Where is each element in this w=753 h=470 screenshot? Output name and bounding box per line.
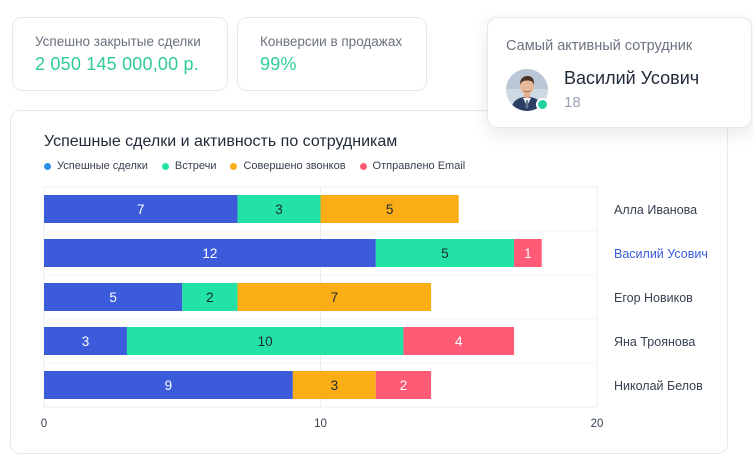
bar-segment bbox=[44, 195, 238, 223]
bar-value-label: 2 bbox=[400, 378, 408, 393]
legend-dot bbox=[230, 162, 238, 170]
kpi-label: Конверсии в продажах bbox=[260, 34, 403, 49]
card-title: Самый активный сотрудник bbox=[506, 38, 693, 54]
bar-segment bbox=[320, 195, 459, 223]
bar-segment bbox=[237, 195, 321, 223]
legend-label: Совершено звонков bbox=[243, 160, 346, 172]
bar-segment bbox=[44, 371, 293, 399]
bar-value-label: 7 bbox=[331, 290, 339, 305]
bar-segment bbox=[182, 283, 238, 311]
online-status-indicator bbox=[536, 98, 549, 111]
legend-item[interactable]: Встречи bbox=[161, 160, 217, 172]
bar-segment bbox=[126, 327, 404, 355]
legend-dot bbox=[359, 162, 367, 170]
bar-segment bbox=[375, 371, 432, 399]
bar-value-label: 1 bbox=[524, 246, 532, 261]
chart-title: Успешные сделки и активность по сотрудни… bbox=[44, 133, 398, 150]
legend-item[interactable]: Отправлено Email bbox=[359, 160, 466, 172]
user-avatar-icon bbox=[506, 69, 548, 111]
bar-segment bbox=[403, 327, 515, 355]
bar-value-label: 2 bbox=[206, 290, 214, 305]
legend-item[interactable]: Совершено звонков bbox=[230, 160, 346, 172]
bar-segment bbox=[514, 239, 542, 267]
employee-name: Василий Усович bbox=[564, 68, 700, 88]
kpi-card-conversion: Конверсии в продажах 99% bbox=[237, 17, 427, 91]
stacked-bar-chart: 0 10 20 7 3 5 Алла Иванова 12 5 1 Василий Усович 5 2… bbox=[41, 186, 708, 430]
kpi-value: 2 050 145 000,00 р. bbox=[35, 54, 199, 74]
x-tick-label: 20 bbox=[591, 418, 604, 430]
chart-legend: Успешные сделки Встречи Совершено звонко… bbox=[44, 160, 465, 172]
legend-label: Встречи bbox=[174, 160, 217, 172]
chart-card: Успешные сделки и активность по сотрудни… bbox=[10, 110, 728, 454]
bar-value-label: 12 bbox=[202, 246, 217, 261]
bar-segment bbox=[375, 239, 515, 267]
bar-value-label: 3 bbox=[331, 378, 339, 393]
bar-value-label: 10 bbox=[258, 334, 273, 349]
x-tick-label: 0 bbox=[41, 418, 47, 430]
category-label: Василий Усович bbox=[614, 247, 708, 261]
bar-segment bbox=[44, 239, 376, 267]
bar-segment bbox=[292, 371, 376, 399]
bar-value-label: 5 bbox=[109, 290, 117, 305]
bar-segment bbox=[44, 283, 183, 311]
avatar bbox=[506, 69, 548, 111]
x-tick-label: 10 bbox=[314, 418, 327, 430]
category-label: Николай Белов bbox=[614, 379, 703, 393]
bar-value-label: 9 bbox=[165, 378, 173, 393]
legend-dot bbox=[161, 162, 169, 170]
legend-label: Успешные сделки bbox=[57, 160, 148, 172]
category-label: Егор Новиков bbox=[614, 291, 693, 305]
bar-segment bbox=[44, 327, 127, 355]
bar-value-label: 5 bbox=[441, 246, 449, 261]
bar-value-label: 3 bbox=[82, 334, 90, 349]
bar-value-label: 4 bbox=[455, 334, 463, 349]
most-active-employee-card[interactable]: Самый активный сотрудник Василий Усович … bbox=[487, 17, 752, 128]
legend-label: Отправлено Email bbox=[372, 160, 466, 172]
legend-dot bbox=[44, 162, 51, 170]
legend-item[interactable]: Успешные сделки bbox=[44, 160, 148, 172]
category-label: Яна Троянова bbox=[614, 335, 695, 349]
bar-value-label: 7 bbox=[137, 202, 145, 217]
kpi-label: Успешно закрытые сделки bbox=[35, 34, 201, 49]
bar-value-label: 5 bbox=[386, 202, 394, 217]
bar-value-label: 3 bbox=[275, 202, 283, 217]
bar-segment bbox=[237, 283, 432, 311]
employee-activity-count: 18 bbox=[564, 94, 581, 111]
kpi-value: 99% bbox=[260, 54, 297, 74]
kpi-card-closed-deals: Успешно закрытые сделки 2 050 145 000,00… bbox=[12, 17, 228, 91]
category-label: Алла Иванова bbox=[614, 203, 697, 217]
